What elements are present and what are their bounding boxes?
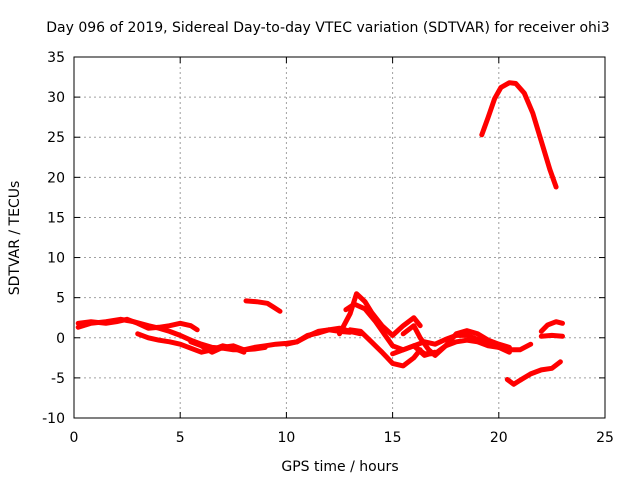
x-tick-label: 10: [277, 430, 295, 446]
series-line-track-15: [538, 319, 565, 334]
plot-frame: [73, 56, 606, 419]
series-line-track-14: [504, 359, 563, 387]
y-tick-label: 0: [56, 331, 65, 347]
series-line-track-12: [411, 337, 512, 357]
y-axis-title: SDTVAR / TECUs: [7, 181, 23, 296]
y-tick-label: 15: [47, 210, 65, 226]
x-tick-label: 15: [384, 430, 402, 446]
series-line-track-4: [188, 327, 353, 355]
x-tick-label: 0: [70, 430, 79, 446]
series-line-track-11: [400, 323, 512, 358]
y-tick-label: 25: [47, 130, 65, 146]
y-tick-label: 30: [47, 90, 65, 106]
y-tick-label: 10: [47, 251, 65, 267]
series-line-track-2: [75, 316, 200, 333]
grid: [74, 57, 605, 418]
x-tick-label: 20: [490, 430, 508, 446]
y-tick-label: 5: [56, 291, 65, 307]
series-line-track-13: [479, 80, 559, 190]
series-line-track-5: [243, 298, 283, 314]
y-tick-label: 20: [47, 170, 65, 186]
chart-title: Day 096 of 2019, Sidereal Day-to-day VTE…: [46, 20, 609, 36]
x-axis-title: GPS time / hours: [281, 459, 398, 475]
y-tick-label: -10: [42, 411, 65, 427]
y-tick-label: 35: [47, 50, 65, 66]
y-tick-label: -5: [51, 371, 65, 387]
x-tick-label: 5: [176, 430, 185, 446]
series-line-track-9: [347, 327, 423, 369]
x-tick-label: 25: [596, 430, 614, 446]
series-line-track-16: [538, 332, 565, 339]
axis-ticks: 0 5 10 15 20 25 -10 -5 0 5 10 15 20 25 30 35: [42, 50, 614, 446]
plot-area: [75, 80, 565, 387]
